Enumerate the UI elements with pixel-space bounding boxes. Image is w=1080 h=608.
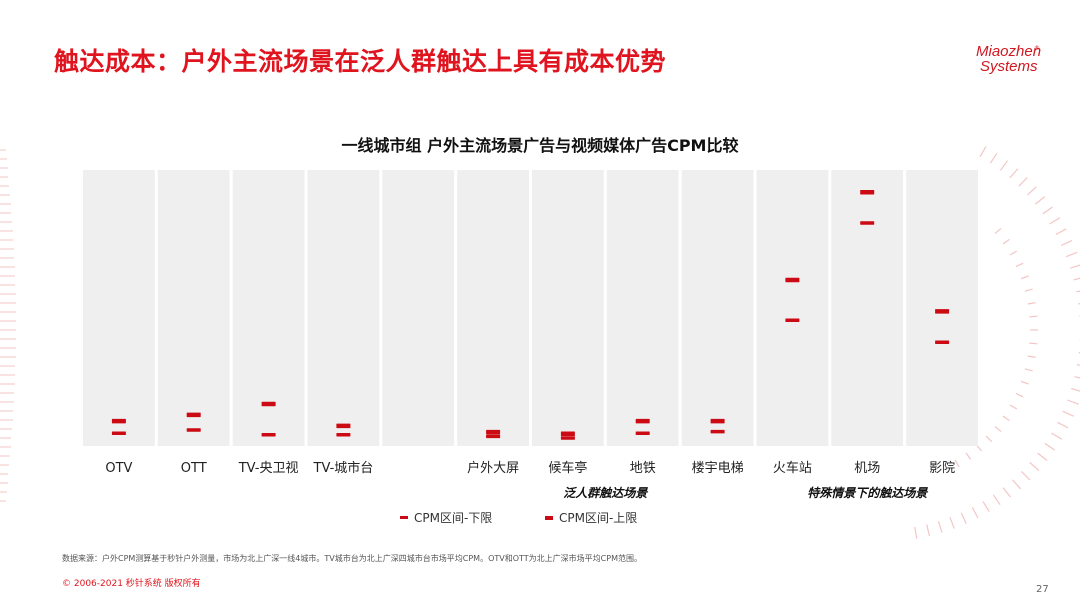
cpm-upper-marker <box>261 401 276 407</box>
category-column <box>906 170 978 446</box>
category-label: TV-央卫视 <box>238 461 299 476</box>
cpm-upper-marker <box>785 277 800 283</box>
category-column <box>756 170 829 446</box>
cpm-upper-marker <box>560 431 575 436</box>
copyright: © 2006-2021 秒针系统 版权所有 <box>62 579 201 589</box>
cpm-lower-marker <box>560 436 575 440</box>
group-label: 泛人群触达场景 <box>563 486 648 500</box>
chart-title: 一线城市组 户外主流场景广告与视频媒体广告CPM比较 <box>341 136 739 155</box>
logo-registered-mark: ® <box>1034 45 1040 52</box>
category-column <box>382 170 455 446</box>
logo-text-bottom: Systems <box>980 58 1038 75</box>
category-label: 影院 <box>929 461 955 476</box>
cpm-lower-marker <box>710 429 725 434</box>
category-label: TV-城市台 <box>313 460 374 476</box>
cpm-lower-marker <box>336 433 351 437</box>
legend-lower-swatch <box>400 516 408 519</box>
cpm-upper-marker <box>635 418 650 424</box>
category-label: OTV <box>105 461 132 476</box>
category-label: 火车站 <box>773 460 812 476</box>
category-label: OTT <box>181 461 207 476</box>
page-title: 触达成本：户外主流场景在泛人群触达上具有成本优势 <box>54 47 667 76</box>
cpm-upper-marker <box>336 423 351 429</box>
category-label: 机场 <box>854 461 880 476</box>
category-label: 候车亭 <box>548 460 587 476</box>
category-column <box>83 170 155 446</box>
cpm-upper-marker <box>486 429 501 435</box>
cpm-lower-marker <box>935 340 950 344</box>
cpm-lower-marker <box>785 318 800 322</box>
category-column <box>532 170 604 446</box>
miaozhen-logo: Miaozhen Systems ® <box>976 44 1046 74</box>
cpm-upper-marker <box>935 309 950 314</box>
category-column <box>681 170 754 446</box>
legend-label: CPM区间-上限 <box>559 511 637 525</box>
logo-text-top: Miaozhen <box>976 43 1042 60</box>
category-column <box>457 170 529 446</box>
cpm-lower-marker <box>111 431 126 435</box>
category-column <box>157 170 230 446</box>
cpm-lower-marker <box>486 434 501 439</box>
category-column <box>606 170 679 446</box>
cpm-lower-marker <box>860 221 875 225</box>
cpm-upper-marker <box>860 190 875 195</box>
category-column <box>307 170 380 446</box>
cpm-lower-marker <box>635 431 650 435</box>
category-label: 户外大屏 <box>467 460 519 476</box>
cpm-upper-marker <box>111 418 126 424</box>
cpm-upper-marker <box>710 418 725 424</box>
category-column <box>831 170 904 446</box>
cpm-upper-marker <box>186 412 201 418</box>
legend-upper-swatch <box>545 516 553 520</box>
legend-label: CPM区间-下限 <box>414 511 492 525</box>
category-label: 楼宇电梯 <box>692 461 744 476</box>
data-source-note: 数据来源：户外CPM测算基于秒针户外测量，市场为北上广深一线4城市。TV城市台为… <box>62 554 642 563</box>
page-number: 27 <box>1036 584 1049 595</box>
category-column <box>232 170 305 446</box>
cpm-lower-marker <box>186 428 201 432</box>
group-label: 特殊情景下的触达场景 <box>807 486 928 500</box>
cpm-lower-marker <box>261 433 276 437</box>
category-label: 地铁 <box>630 461 656 476</box>
